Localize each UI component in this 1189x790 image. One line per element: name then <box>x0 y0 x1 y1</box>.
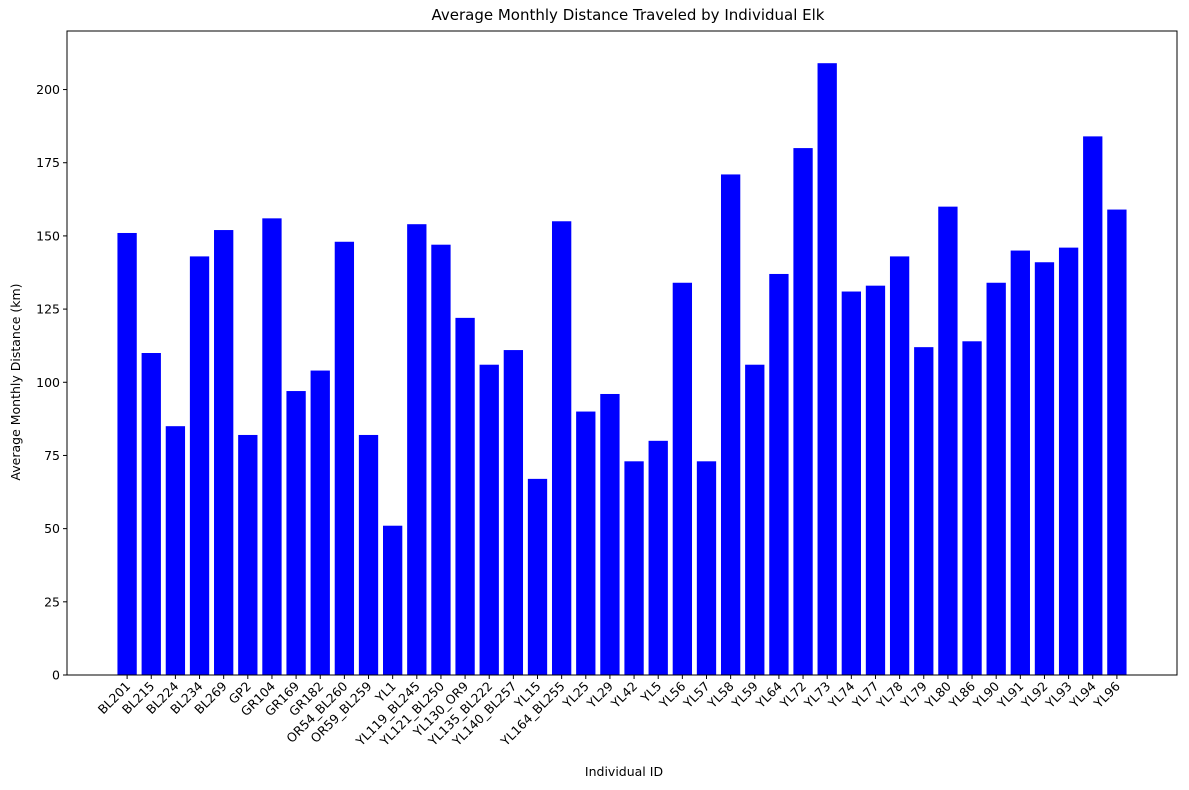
bar-yl72 <box>793 148 813 676</box>
bar-yl42 <box>624 461 644 675</box>
bar-yl92 <box>1034 262 1055 675</box>
bar-or59_bl259 <box>358 434 379 675</box>
bar-yl77 <box>865 285 886 675</box>
y-axis-title: Average Monthly Distance (km) <box>8 283 23 480</box>
bar-yl164_bl255 <box>551 221 572 675</box>
x-axis-title: Individual ID <box>585 764 663 779</box>
bar-bl201 <box>117 232 137 676</box>
x-tick-label: YL72 <box>776 679 809 712</box>
y-tick-label: 100 <box>36 375 60 390</box>
bar-yl79 <box>914 347 934 675</box>
x-tick-label: YL58 <box>704 678 737 711</box>
bar-yl90 <box>986 282 1006 675</box>
y-axis: 0 25 50 75 100 125 150 175 200 <box>36 82 67 683</box>
x-tick-label: YL91 <box>994 679 1027 712</box>
x-tick-label: YL57 <box>680 679 713 712</box>
bar-yl80 <box>938 206 958 675</box>
bar-yl58 <box>720 174 741 675</box>
y-tick-label: 75 <box>44 448 60 463</box>
bar-gr104 <box>262 218 282 675</box>
bar-yl140_bl257 <box>503 350 524 675</box>
y-tick-label: 25 <box>44 594 60 609</box>
x-tick-label: YL29 <box>583 678 616 711</box>
bar-yl78 <box>889 256 910 675</box>
x-tick-label: YL59 <box>728 678 761 711</box>
x-tick-label: YL96 <box>1090 678 1123 711</box>
bar-yl57 <box>696 461 717 675</box>
x-tick-label: YL64 <box>752 678 785 711</box>
x-tick-label: YL25 <box>559 679 592 712</box>
bar-yl130_or9 <box>455 317 475 675</box>
x-tick-label: YL80 <box>921 678 954 711</box>
bar-bl224 <box>165 426 186 675</box>
bar-yl15 <box>527 478 548 675</box>
x-tick-label: YL77 <box>849 679 882 712</box>
bar-yl64 <box>769 273 789 675</box>
bar-gp2 <box>238 434 258 675</box>
x-tick-label: YL78 <box>873 678 906 711</box>
bar-yl93 <box>1058 247 1079 675</box>
bar-bl269 <box>214 230 234 676</box>
x-tick-label: YL56 <box>656 678 689 711</box>
bar-yl29 <box>600 393 620 675</box>
bar-yl135_bl222 <box>479 364 499 675</box>
bar-yl56 <box>672 282 693 675</box>
bar-gr182 <box>310 370 330 675</box>
x-tick-label: YL73 <box>800 679 833 712</box>
bar-yl74 <box>841 291 861 675</box>
y-tick-label: 200 <box>36 82 60 97</box>
x-tick-label: YL42 <box>607 679 640 712</box>
bar-yl121_bl250 <box>431 244 451 675</box>
bar-yl73 <box>817 63 837 675</box>
bar-yl94 <box>1083 136 1103 675</box>
x-tick-label: YL86 <box>945 678 978 711</box>
bar-yl86 <box>962 341 982 675</box>
y-tick-label: 50 <box>44 521 60 536</box>
x-tick-label: YL92 <box>1018 679 1051 712</box>
bar-or54_bl260 <box>334 241 355 675</box>
x-axis: BL201BL215BL224BL234BL269GP2GR104GR169GR… <box>95 675 1123 749</box>
y-tick-label: 150 <box>36 228 60 243</box>
x-tick-label: YL79 <box>897 678 930 711</box>
chart-title: Average Monthly Distance Traveled by Ind… <box>432 6 825 24</box>
y-tick-label: 0 <box>52 668 60 683</box>
bar-yl1 <box>383 525 403 675</box>
x-tick-label: YL90 <box>969 678 1002 711</box>
x-tick-label: YL93 <box>1042 679 1075 712</box>
bar-yl59 <box>745 364 765 675</box>
bar-yl119_bl245 <box>407 224 427 675</box>
bar-yl96 <box>1107 209 1127 675</box>
x-tick-label: YL94 <box>1066 678 1099 711</box>
bar-bl215 <box>141 353 161 675</box>
x-tick-label: YL74 <box>825 678 858 711</box>
bar-bl234 <box>189 256 210 675</box>
bar-yl5 <box>648 440 668 675</box>
bar-gr169 <box>286 391 306 675</box>
bar-yl91 <box>1010 250 1030 676</box>
plot-frame <box>66 30 1178 676</box>
y-tick-label: 125 <box>36 302 60 317</box>
bars-layer <box>117 63 1127 676</box>
bar-yl25 <box>576 411 596 675</box>
y-tick-label: 175 <box>36 155 60 170</box>
